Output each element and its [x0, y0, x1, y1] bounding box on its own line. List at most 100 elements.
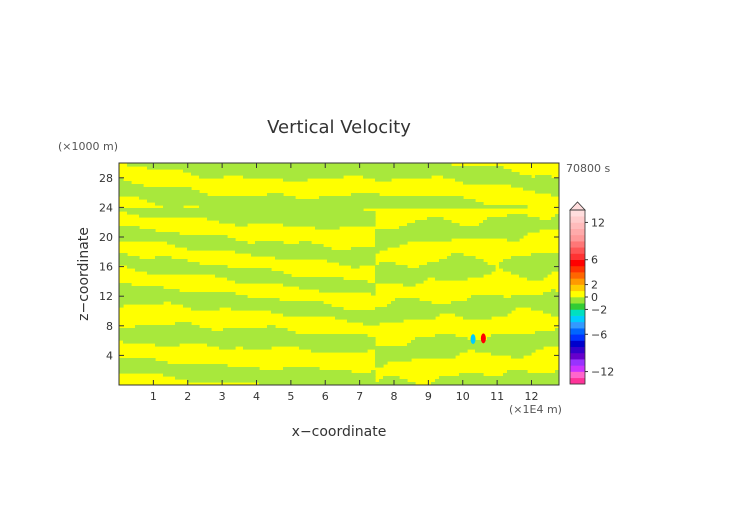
negative-velocity-band [451, 253, 464, 257]
negative-velocity-band [155, 343, 180, 347]
negative-velocity-band [127, 211, 376, 215]
negative-velocity-band [383, 376, 400, 380]
y-tick-label: 24 [99, 201, 113, 214]
negative-velocity-band [119, 178, 124, 182]
negative-velocity-band [267, 193, 284, 197]
negative-velocity-band [199, 175, 224, 179]
negative-velocity-band [155, 256, 172, 260]
negative-velocity-band [535, 331, 559, 335]
negative-velocity-band [531, 253, 559, 257]
negative-velocity-band [119, 259, 188, 263]
negative-velocity-band [483, 220, 559, 224]
negative-velocity-band [191, 307, 220, 311]
negative-velocity-band [375, 352, 460, 356]
negative-velocity-band [119, 232, 180, 236]
negative-velocity-band [511, 355, 524, 359]
negative-velocity-band [375, 238, 452, 242]
negative-velocity-band [119, 262, 200, 266]
colorbar-label: 12 [591, 216, 605, 229]
colorbar-label: −6 [591, 328, 607, 341]
negative-velocity-band [427, 262, 488, 266]
negative-velocity-band [243, 346, 272, 350]
chart-title: Vertical Velocity [267, 117, 411, 138]
negative-velocity-band [119, 286, 164, 290]
negative-velocity-band [551, 193, 559, 197]
negative-velocity-band [119, 190, 200, 194]
negative-velocity-band [371, 370, 376, 374]
negative-velocity-band [375, 232, 528, 236]
negative-velocity-band [391, 301, 432, 305]
negative-velocity-band [375, 355, 456, 359]
colorbar-segment [570, 334, 585, 341]
negative-velocity-band [235, 223, 248, 227]
velocity-anomaly [480, 333, 486, 344]
colorbar-segment [570, 234, 585, 242]
negative-velocity-band [555, 214, 559, 218]
colorbar-segment [570, 241, 585, 248]
negative-velocity-band [503, 259, 559, 263]
x-tick-label: 10 [456, 390, 470, 403]
negative-velocity-band [415, 220, 452, 224]
negative-velocity-band [119, 181, 132, 185]
negative-velocity-band [119, 193, 208, 197]
colorbar-segment [570, 315, 585, 323]
negative-velocity-band [123, 340, 376, 344]
colorbar-segment [570, 290, 585, 298]
negative-velocity-band [187, 379, 376, 383]
colorbar-segment [570, 259, 585, 267]
y-tick-label: 8 [106, 320, 113, 333]
negative-velocity-band [119, 256, 140, 260]
negative-velocity-band [555, 370, 559, 374]
negative-velocity-band [215, 274, 292, 278]
negative-velocity-band [375, 364, 384, 368]
y-tick-label: 20 [99, 231, 113, 244]
negative-velocity-band [419, 265, 496, 269]
x-axis-label: x−coordinate [292, 424, 387, 440]
colorbar-segment [570, 265, 585, 273]
negative-velocity-band [119, 292, 236, 296]
plot-frame [118, 162, 560, 386]
negative-velocity-band [235, 280, 368, 284]
negative-velocity-band [171, 301, 324, 305]
negative-velocity-band [119, 184, 144, 188]
x-tick-label: 8 [391, 390, 398, 403]
negative-velocity-band [251, 253, 376, 257]
negative-velocity-band [163, 205, 184, 209]
negative-velocity-band [455, 178, 559, 182]
negative-velocity-band [135, 325, 200, 329]
negative-velocity-band [299, 241, 312, 245]
negative-velocity-band [183, 304, 332, 308]
negative-velocity-band [119, 334, 368, 338]
colorbar-label: −2 [591, 303, 607, 316]
negative-velocity-band [119, 358, 156, 362]
negative-velocity-band [379, 262, 396, 266]
negative-velocity-band [507, 238, 520, 242]
negative-velocity-band [455, 313, 508, 317]
x-tick-label: 2 [184, 390, 191, 403]
negative-velocity-band [439, 259, 484, 263]
negative-velocity-band [471, 295, 504, 299]
colorbar-segment [570, 346, 585, 354]
negative-velocity-band [155, 202, 484, 206]
negative-velocity-band [271, 310, 512, 314]
negative-velocity-band [551, 289, 556, 293]
negative-velocity-band [527, 277, 544, 281]
x-tick-label: 12 [525, 390, 539, 403]
x-tick-label: 5 [287, 390, 294, 403]
negative-velocity-band [491, 334, 559, 338]
x-tick-label: 4 [253, 390, 260, 403]
colorbar-segment [570, 321, 585, 329]
negative-velocity-band [119, 208, 364, 212]
negative-velocity-band [395, 298, 420, 302]
negative-velocity-band [407, 343, 559, 347]
negative-velocity-band [119, 337, 376, 341]
negative-velocity-band [427, 217, 444, 221]
negative-velocity-band [243, 175, 344, 179]
colorbar-segment [570, 371, 585, 379]
negative-velocity-band [319, 196, 464, 200]
negative-velocity-band [259, 382, 416, 385]
negative-velocity-band [439, 376, 559, 380]
negative-velocity-band [511, 271, 552, 275]
negative-velocity-band [119, 301, 164, 305]
negative-velocity-band [511, 256, 559, 260]
